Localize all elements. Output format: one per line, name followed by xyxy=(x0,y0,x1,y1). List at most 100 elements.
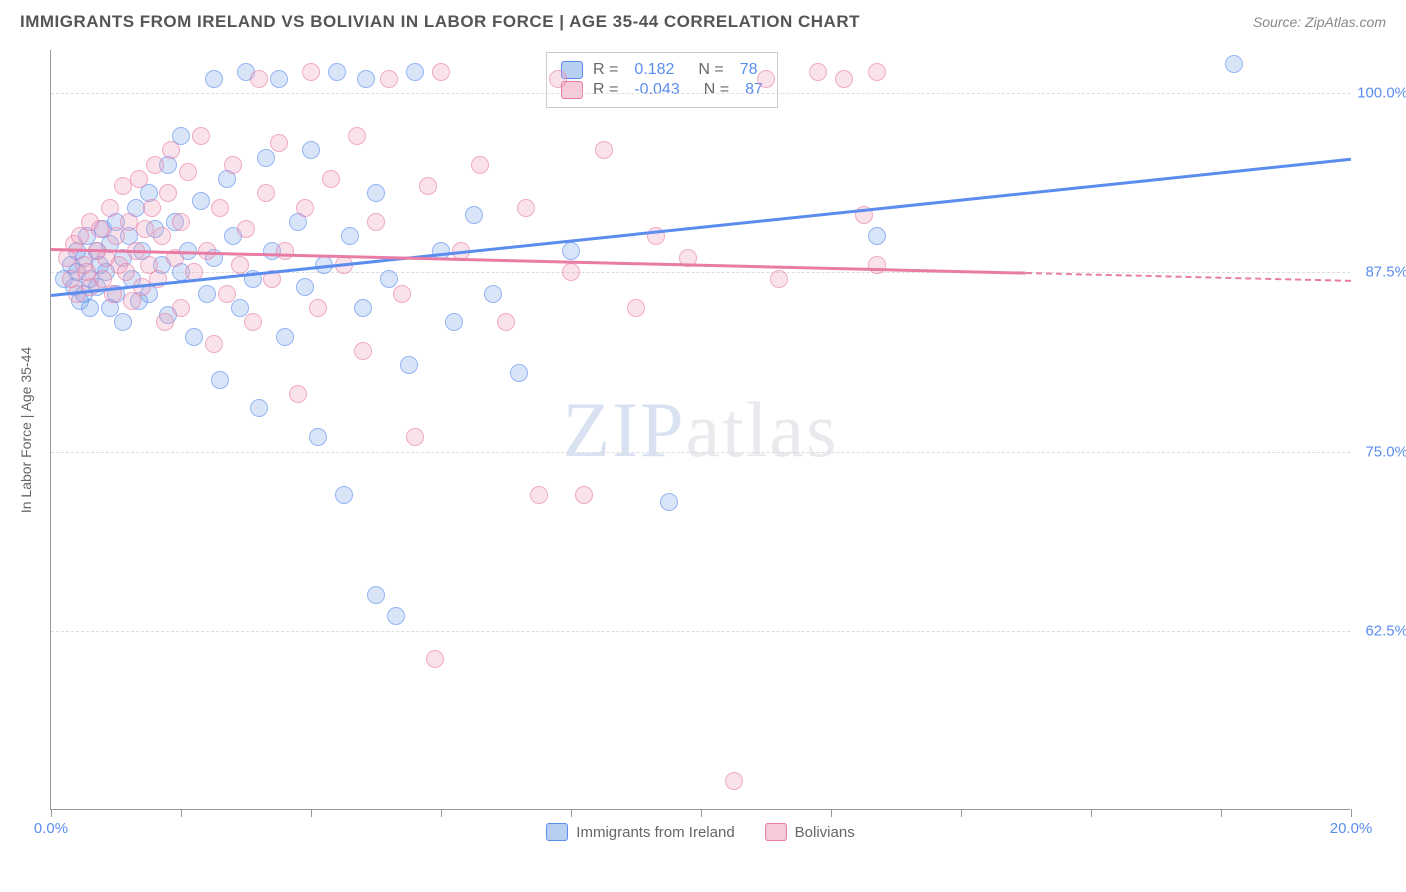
data-point-s2 xyxy=(809,63,827,81)
data-point-s2 xyxy=(354,342,372,360)
n-label: N = xyxy=(698,61,723,79)
r-label: R = xyxy=(593,61,618,79)
data-point-s2 xyxy=(117,263,135,281)
legend-swatch-s2 xyxy=(765,823,787,841)
data-point-s2 xyxy=(530,486,548,504)
data-point-s1 xyxy=(211,371,229,389)
data-point-s2 xyxy=(211,199,229,217)
data-point-s1 xyxy=(114,313,132,331)
data-point-s1 xyxy=(1225,55,1243,73)
data-point-s1 xyxy=(270,70,288,88)
data-point-s2 xyxy=(575,486,593,504)
data-point-s1 xyxy=(400,356,418,374)
data-point-s1 xyxy=(367,184,385,202)
y-tick-label: 100.0% xyxy=(1357,85,1406,102)
data-point-s2 xyxy=(237,220,255,238)
x-tick-label: 0.0% xyxy=(34,820,68,837)
data-point-s2 xyxy=(231,256,249,274)
series-legend: Immigrants from Ireland Bolivians xyxy=(51,823,1350,841)
data-point-s2 xyxy=(348,127,366,145)
legend-label-s2: Bolivians xyxy=(795,824,855,841)
y-tick-label: 75.0% xyxy=(1365,443,1406,460)
scatter-chart: ZIPatlas R = 0.182 N = 78 R = -0.043 N =… xyxy=(50,50,1350,810)
data-point-s1 xyxy=(328,63,346,81)
x-tick xyxy=(831,809,832,817)
data-point-s2 xyxy=(218,285,236,303)
x-tick xyxy=(571,809,572,817)
x-tick xyxy=(701,809,702,817)
data-point-s1 xyxy=(406,63,424,81)
data-point-s1 xyxy=(380,270,398,288)
data-point-s2 xyxy=(101,199,119,217)
data-point-s2 xyxy=(426,650,444,668)
data-point-s1 xyxy=(276,328,294,346)
data-point-s1 xyxy=(868,227,886,245)
x-tick xyxy=(51,809,52,817)
data-point-s1 xyxy=(367,586,385,604)
gridline-h xyxy=(51,93,1350,94)
legend-swatch-s1 xyxy=(546,823,568,841)
data-point-s2 xyxy=(549,70,567,88)
data-point-s2 xyxy=(595,141,613,159)
data-point-s2 xyxy=(250,70,268,88)
x-tick xyxy=(311,809,312,817)
y-tick-label: 62.5% xyxy=(1365,622,1406,639)
r-value-s1: 0.182 xyxy=(634,61,674,79)
data-point-s1 xyxy=(341,227,359,245)
chart-title: IMMIGRANTS FROM IRELAND VS BOLIVIAN IN L… xyxy=(20,12,860,32)
data-point-s2 xyxy=(393,285,411,303)
data-point-s2 xyxy=(179,163,197,181)
data-point-s2 xyxy=(562,263,580,281)
data-point-s1 xyxy=(660,493,678,511)
data-point-s1 xyxy=(296,278,314,296)
data-point-s1 xyxy=(205,70,223,88)
data-point-s2 xyxy=(757,70,775,88)
data-point-s2 xyxy=(419,177,437,195)
n-value-s1: 78 xyxy=(740,61,758,79)
x-tick xyxy=(961,809,962,817)
legend-label-s1: Immigrants from Ireland xyxy=(576,824,734,841)
data-point-s2 xyxy=(270,134,288,152)
data-point-s1 xyxy=(484,285,502,303)
data-point-s1 xyxy=(357,70,375,88)
data-point-s2 xyxy=(162,141,180,159)
legend-item-s2: Bolivians xyxy=(765,823,855,841)
data-point-s2 xyxy=(244,313,262,331)
data-point-s2 xyxy=(309,299,327,317)
data-point-s1 xyxy=(231,299,249,317)
x-tick xyxy=(1221,809,1222,817)
gridline-h xyxy=(51,631,1350,632)
data-point-s2 xyxy=(322,170,340,188)
data-point-s2 xyxy=(517,199,535,217)
data-point-s1 xyxy=(81,299,99,317)
x-tick-label: 20.0% xyxy=(1330,820,1373,837)
data-point-s1 xyxy=(335,486,353,504)
data-point-s2 xyxy=(257,184,275,202)
y-tick-label: 87.5% xyxy=(1365,264,1406,281)
stats-legend-row-s2: R = -0.043 N = 87 xyxy=(561,81,763,99)
data-point-s2 xyxy=(192,127,210,145)
data-point-s2 xyxy=(302,63,320,81)
x-tick xyxy=(1351,809,1352,817)
data-point-s2 xyxy=(107,227,125,245)
data-point-s2 xyxy=(835,70,853,88)
data-point-s2 xyxy=(156,313,174,331)
data-point-s2 xyxy=(497,313,515,331)
data-point-s2 xyxy=(432,63,450,81)
stats-legend-row-s1: R = 0.182 N = 78 xyxy=(561,61,763,79)
data-point-s2 xyxy=(172,299,190,317)
x-tick xyxy=(181,809,182,817)
data-point-s2 xyxy=(380,70,398,88)
stats-legend: R = 0.182 N = 78 R = -0.043 N = 87 xyxy=(546,52,778,108)
r-label: R = xyxy=(593,81,618,99)
y-axis-title: In Labor Force | Age 35-44 xyxy=(18,347,34,513)
x-tick xyxy=(441,809,442,817)
r-value-s2: -0.043 xyxy=(634,81,679,99)
data-point-s1 xyxy=(302,141,320,159)
data-point-s1 xyxy=(192,192,210,210)
data-point-s1 xyxy=(465,206,483,224)
data-point-s2 xyxy=(868,63,886,81)
n-label: N = xyxy=(704,81,729,99)
data-point-s2 xyxy=(868,256,886,274)
data-point-s1 xyxy=(257,149,275,167)
